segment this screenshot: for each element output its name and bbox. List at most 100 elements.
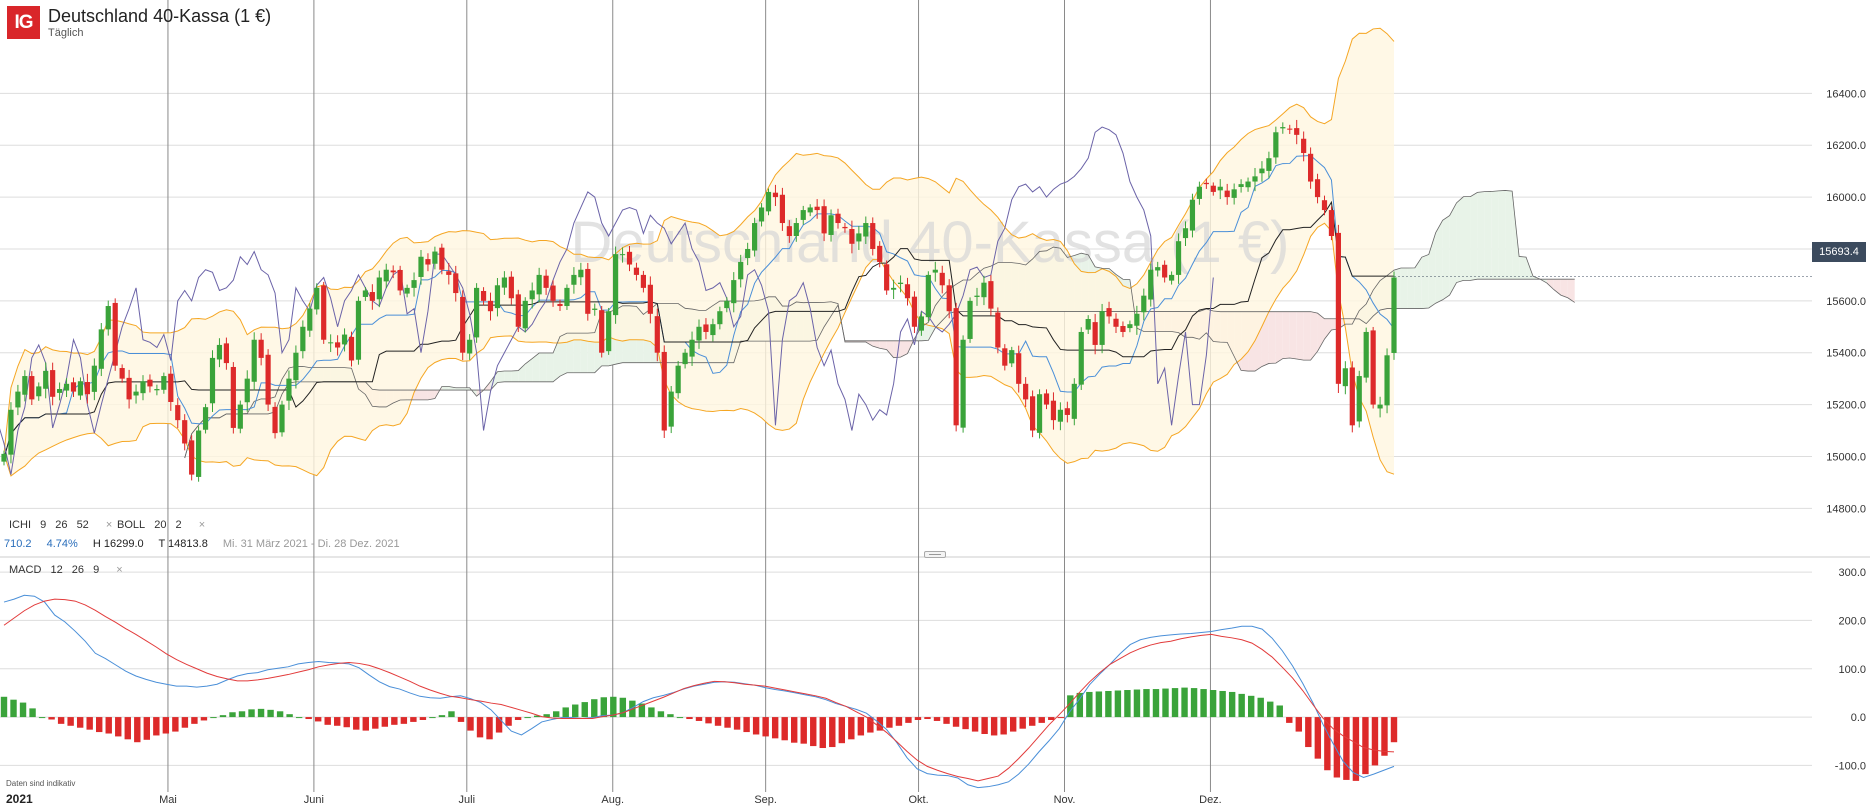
candle-body <box>133 391 139 396</box>
cloud-segment <box>1553 279 1561 296</box>
macd-histogram-bar <box>962 717 969 730</box>
macd-name: MACD <box>9 564 42 576</box>
close-macd-icon[interactable]: × <box>116 564 123 576</box>
cloud-segment <box>532 353 540 382</box>
macd-tick-label: 0.0 <box>1851 712 1866 724</box>
candle-body <box>189 440 195 475</box>
macd-histogram-bar <box>886 717 893 728</box>
candle-body <box>1273 132 1279 158</box>
candle-body <box>946 285 952 312</box>
candle-body <box>731 280 737 304</box>
macd-histogram-bar <box>695 717 703 721</box>
price-tick-label: 14800.0 <box>1826 503 1866 515</box>
macd-histogram-bar <box>67 717 74 726</box>
candle-body <box>1349 367 1355 426</box>
macd-histogram-bar <box>733 717 741 730</box>
macd-histogram-bar <box>191 717 198 724</box>
candle-body <box>1301 138 1307 154</box>
macd-histogram-bar <box>1286 717 1293 723</box>
candle-body <box>43 370 49 389</box>
candle-body <box>633 267 640 275</box>
macd-histogram-bar <box>1009 717 1017 732</box>
candle-body <box>1043 393 1050 405</box>
macd-param-2: 26 <box>71 564 85 576</box>
macd-histogram-bar <box>362 717 369 731</box>
candle-body <box>1182 228 1189 239</box>
candle-body <box>550 285 556 301</box>
macd-histogram-bar <box>419 717 427 720</box>
candle-body <box>758 207 765 222</box>
cloud-segment <box>1296 311 1304 361</box>
candle-body <box>807 207 813 213</box>
macd-histogram-bar <box>1314 717 1322 759</box>
candle-body <box>1370 330 1376 405</box>
candle-body <box>925 274 931 318</box>
macd-histogram-bar <box>810 717 817 747</box>
macd-histogram-bar <box>353 717 360 730</box>
candle-body <box>1148 269 1154 300</box>
candle-body <box>1030 396 1036 431</box>
cloud-segment <box>504 371 512 382</box>
macd-histogram-bar <box>1124 690 1131 718</box>
close-ichimoku-icon[interactable]: × <box>105 519 113 531</box>
macd-histogram-bar <box>1038 717 1045 723</box>
cloud-segment <box>1421 254 1429 309</box>
candle-body <box>1280 127 1286 129</box>
macd-legend[interactable]: MACD 12 26 9 × <box>9 564 123 576</box>
candle-body <box>814 206 820 211</box>
macd-histogram-bar <box>971 717 979 732</box>
macd-histogram-bar <box>1143 689 1150 718</box>
macd-histogram-bar <box>1267 701 1274 718</box>
candle-body <box>161 376 167 390</box>
candle-body <box>967 300 973 339</box>
macd-histogram-bar <box>0 696 8 718</box>
month-label: Dez. <box>1199 794 1222 806</box>
macd-histogram-bar <box>924 717 931 720</box>
macd-histogram-bar <box>1105 690 1112 718</box>
macd-histogram-bar <box>1238 693 1245 718</box>
price-tick-label: 16400.0 <box>1826 88 1866 100</box>
macd-histogram-bar <box>848 717 855 740</box>
macd-histogram-bar <box>752 717 760 735</box>
macd-histogram-bar <box>276 711 284 718</box>
candle-body <box>800 210 806 220</box>
cloud-segment <box>469 387 477 397</box>
candle-body <box>140 381 146 394</box>
macd-histogram-bar <box>829 717 836 748</box>
candle-body <box>856 233 862 242</box>
candle-body <box>675 365 681 394</box>
candle-body <box>300 326 306 352</box>
bollinger-legend[interactable]: BOLL 20 2 × <box>117 519 205 531</box>
close-bollinger-icon[interactable]: × <box>198 519 206 531</box>
cloud-segment <box>1491 190 1499 280</box>
macd-histogram-bar <box>267 709 274 718</box>
cloud-segment <box>879 340 887 350</box>
price-tick-label: 16000.0 <box>1826 192 1866 204</box>
macd-histogram-bar <box>562 707 569 718</box>
cloud-segment <box>434 386 442 399</box>
macd-histogram-bar <box>143 717 151 740</box>
macd-histogram-bar <box>676 717 684 719</box>
cloud-segment <box>511 370 519 382</box>
cloud-segment <box>1498 190 1506 280</box>
cloud-segment <box>1324 318 1332 340</box>
candle-body <box>1092 322 1098 345</box>
candle-body <box>501 277 507 288</box>
month-label: Aug. <box>601 794 624 806</box>
macd-histogram-bar <box>200 717 208 721</box>
ichimoku-legend[interactable]: ICHI 9 26 52 × <box>9 519 112 531</box>
candle-body <box>835 213 841 224</box>
macd-histogram-bar <box>724 717 731 728</box>
candle-body <box>557 303 563 307</box>
panel-resize-handle[interactable] <box>924 551 946 558</box>
macd-histogram-bar <box>591 699 598 718</box>
cloud-segment <box>900 340 908 358</box>
candle-body <box>1287 128 1293 130</box>
candle-body <box>1335 232 1341 384</box>
cloud-segment <box>1310 311 1318 361</box>
candle-body <box>1342 368 1348 387</box>
macd-histogram-bar <box>1190 688 1198 718</box>
price-tick-label: 15200.0 <box>1826 400 1866 412</box>
month-label: Nov. <box>1054 794 1076 806</box>
